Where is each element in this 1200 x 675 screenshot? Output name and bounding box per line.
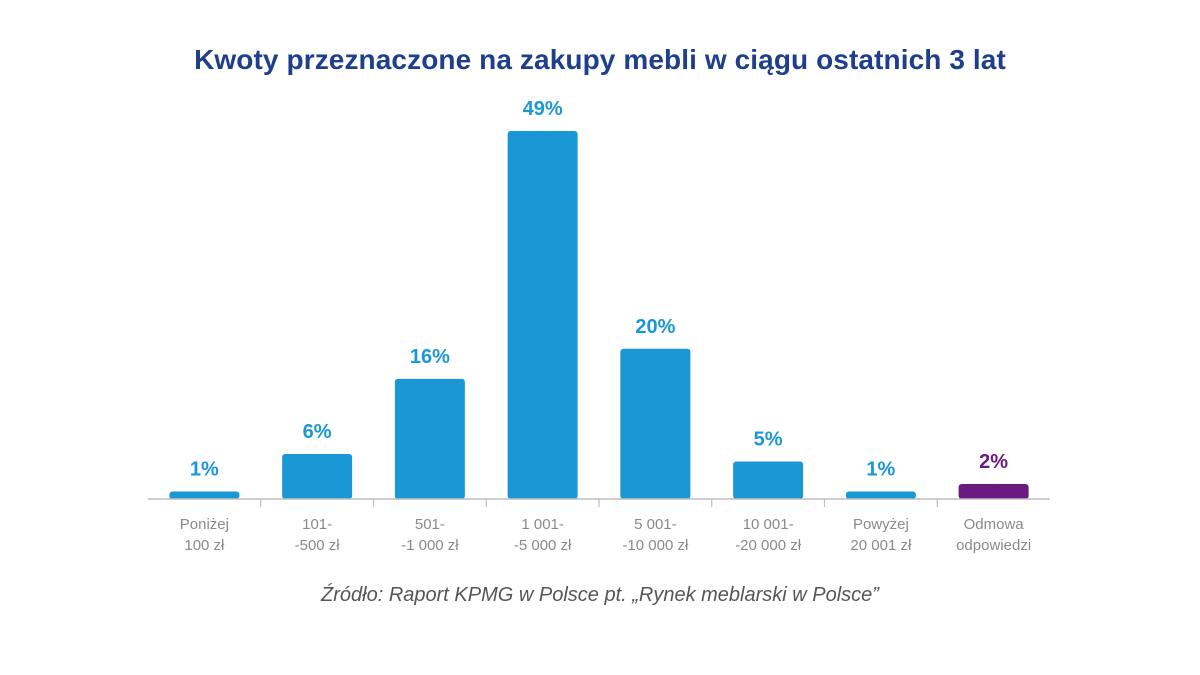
axis-layer <box>148 498 1050 507</box>
category-label-7: Odmowa odpowiedzi <box>956 516 1031 554</box>
chart-source: Źródło: Raport KPMG w Polsce pt. „Rynek … <box>321 584 879 606</box>
value-label-1: 6% <box>303 421 332 443</box>
bar-2 <box>394 378 465 499</box>
labels-layer: 1% Poniżej 100 zł 6% 101--500 zł 16% 501--1 00… <box>180 98 1031 554</box>
bar-1 <box>282 453 353 499</box>
category-label-6: Powyżej 20 001 zł <box>850 516 912 554</box>
bar-4 <box>620 348 691 499</box>
value-label-3: 49% <box>523 98 563 120</box>
bars-layer <box>169 131 1029 499</box>
bar-6 <box>845 491 916 499</box>
bar-5 <box>733 461 804 499</box>
chart-title: Kwoty przeznaczone na zakupy mebli w cią… <box>194 44 1006 75</box>
category-label-2: 501--1 000 zł <box>401 516 459 554</box>
value-label-6: 1% <box>866 458 895 480</box>
category-label-1: 101--500 zł <box>295 516 341 554</box>
value-label-7: 2% <box>979 451 1008 473</box>
value-label-5: 5% <box>754 428 783 450</box>
value-label-0: 1% <box>190 458 219 480</box>
bar-7 <box>958 483 1029 499</box>
value-label-2: 16% <box>410 346 450 368</box>
category-label-0: Poniżej 100 zł <box>180 516 229 554</box>
category-label-4: 5 001--10 000 zł <box>622 516 689 554</box>
bar-0 <box>169 491 240 499</box>
value-label-4: 20% <box>635 316 675 338</box>
category-label-3: 1 001--5 000 zł <box>514 516 572 554</box>
category-label-5: 10 001--20 000 zł <box>735 516 802 554</box>
bar-3 <box>507 131 578 499</box>
